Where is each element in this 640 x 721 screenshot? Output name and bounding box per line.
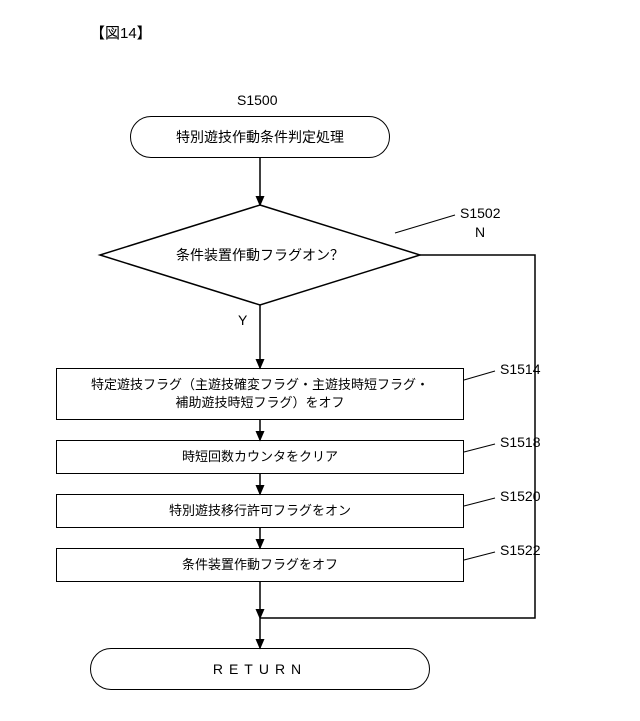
svg-text:N: N: [475, 224, 485, 240]
process-s1520-text: 特別遊技移行許可フラグをオン: [169, 502, 351, 520]
process-s1520: 特別遊技移行許可フラグをオン: [56, 494, 464, 528]
flowchart-svg: 条件装置作動フラグオン？ Y N S1502 S1514 S1518 S1520 S1522: [0, 0, 640, 721]
terminal-start: 特別遊技作動条件判定処理: [130, 116, 390, 158]
svg-text:Y: Y: [238, 312, 248, 328]
flowchart-canvas: 【図14】 S1500 特別遊技作動条件判定処理 特定遊技フラグ（主遊技確変フラ…: [0, 0, 640, 721]
process-s1522-text: 条件装置作動フラグをオフ: [182, 556, 338, 574]
svg-text:S1514: S1514: [500, 361, 541, 377]
process-s1522: 条件装置作動フラグをオフ: [56, 548, 464, 582]
figure-label: 【図14】: [90, 22, 152, 43]
svg-text:S1518: S1518: [500, 434, 541, 450]
terminal-start-text: 特別遊技作動条件判定処理: [176, 127, 344, 147]
process-s1514-text: 特定遊技フラグ（主遊技確変フラグ・主遊技時短フラグ・ 補助遊技時短フラグ）をオフ: [91, 376, 429, 412]
svg-text:S1522: S1522: [500, 542, 541, 558]
process-s1514: 特定遊技フラグ（主遊技確変フラグ・主遊技時短フラグ・ 補助遊技時短フラグ）をオフ: [56, 368, 464, 420]
step-label-s1500: S1500: [237, 92, 277, 108]
terminal-return: RETURN: [90, 648, 430, 690]
terminal-return-text: RETURN: [213, 661, 307, 677]
svg-text:S1502: S1502: [460, 205, 501, 221]
svg-text:S1520: S1520: [500, 488, 541, 504]
process-s1518-text: 時短回数カウンタをクリア: [182, 448, 338, 466]
svg-text:条件装置作動フラグオン？: 条件装置作動フラグオン？: [176, 247, 344, 263]
process-s1518: 時短回数カウンタをクリア: [56, 440, 464, 474]
